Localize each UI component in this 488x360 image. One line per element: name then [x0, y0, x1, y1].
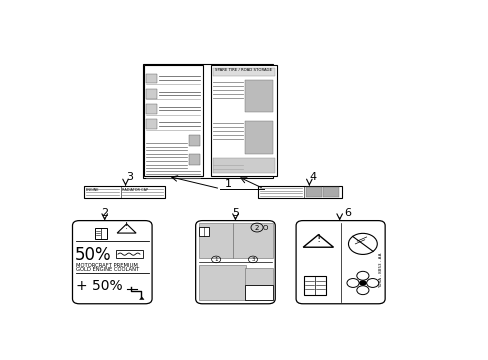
FancyBboxPatch shape: [296, 221, 385, 304]
Text: 2: 2: [254, 225, 259, 230]
Text: 2: 2: [101, 208, 108, 218]
Bar: [116, 250, 142, 258]
Text: !: !: [125, 222, 128, 231]
Bar: [244, 121, 273, 153]
Bar: [212, 68, 275, 76]
Text: ENGINE: ENGINE: [85, 188, 99, 192]
Text: 1: 1: [214, 257, 218, 262]
Text: 6: 6: [343, 208, 350, 218]
Text: !: !: [316, 234, 320, 244]
Circle shape: [358, 280, 366, 286]
Polygon shape: [139, 297, 144, 300]
Bar: [95, 228, 107, 239]
Text: O: O: [263, 225, 268, 230]
FancyBboxPatch shape: [195, 221, 275, 304]
Bar: [258, 186, 341, 198]
Bar: [144, 66, 203, 176]
Bar: [146, 74, 157, 84]
FancyBboxPatch shape: [72, 221, 152, 304]
Text: 5: 5: [231, 208, 239, 218]
Bar: [233, 223, 272, 258]
Bar: [199, 227, 208, 236]
Bar: [84, 186, 165, 198]
Text: 3: 3: [251, 257, 254, 262]
Bar: [146, 89, 157, 99]
Bar: [244, 285, 272, 300]
Text: + 50%: + 50%: [76, 279, 122, 293]
Bar: [188, 154, 200, 165]
Text: 1: 1: [224, 179, 231, 189]
Text: GOLD ENGINE COOLANT: GOLD ENGINE COOLANT: [75, 267, 139, 272]
Bar: [303, 276, 326, 296]
Text: 4: 4: [309, 172, 316, 182]
Bar: [188, 135, 200, 146]
Text: YUSA - 8853 - AA: YUSA - 8853 - AA: [378, 253, 382, 288]
Bar: [210, 66, 277, 176]
Bar: [199, 265, 245, 300]
Bar: [146, 120, 157, 129]
Bar: [212, 158, 275, 174]
Bar: [199, 223, 232, 258]
Text: 50%: 50%: [75, 246, 111, 264]
Text: SPARE TIRE / ROAD STORAGE: SPARE TIRE / ROAD STORAGE: [214, 68, 271, 72]
Bar: [142, 64, 273, 177]
Text: MOTORCRAFT PREMIUM: MOTORCRAFT PREMIUM: [75, 263, 137, 268]
Bar: [244, 269, 272, 285]
Text: RADIATOR CAP: RADIATOR CAP: [122, 188, 148, 192]
Bar: [146, 104, 157, 114]
Bar: [244, 80, 273, 112]
Text: 3: 3: [125, 172, 133, 182]
Bar: [323, 187, 338, 197]
Bar: [305, 187, 321, 197]
